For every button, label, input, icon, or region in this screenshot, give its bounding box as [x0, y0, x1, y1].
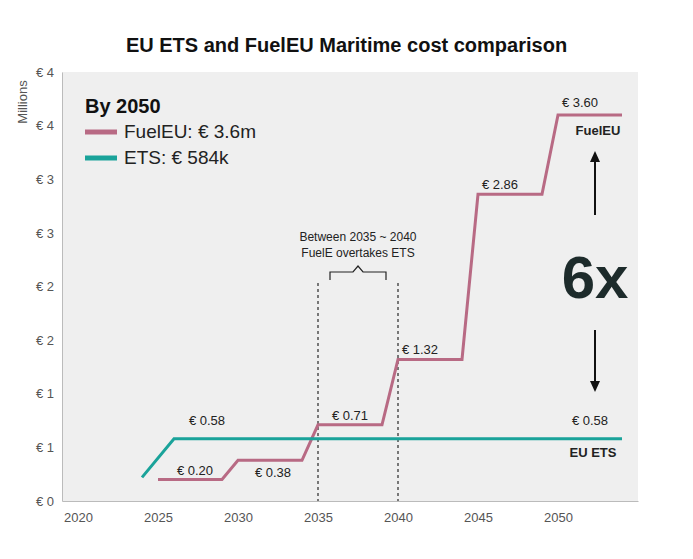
y-axis: € 0 € 1 € 1 € 2 € 2 € 3 € 3 € 4 € 4: [36, 65, 63, 509]
y-tick: € 2: [36, 279, 62, 294]
highlight-label: FuelE overtakes ETS: [301, 246, 414, 260]
highlight: Between 2035 ~ 2040 FuelE overtakes ETS: [299, 230, 416, 501]
arrow-head: [590, 151, 600, 162]
highlight-line: [397, 283, 399, 501]
arrow-shaft: [594, 160, 596, 215]
data-label: € 0.71: [332, 408, 368, 423]
y-tick-label: € 2: [36, 333, 54, 348]
x-tick: 2025: [144, 501, 173, 525]
y-tick: € 4: [36, 118, 62, 133]
x-axis-line: [63, 501, 639, 502]
data-label: € 1.32: [402, 342, 438, 357]
legend-swatch: [85, 156, 117, 161]
plot-area: [142, 115, 622, 480]
arrow-head: [590, 381, 600, 392]
x-tick: 2035: [304, 501, 333, 525]
legend-label: ETS: € 584k: [124, 147, 229, 168]
title: EU ETS and FuelEU Maritime cost comparis…: [126, 34, 567, 56]
y-axis-title: Millions: [15, 80, 30, 124]
x-tick: 2045: [464, 501, 493, 525]
x-tick: 2020: [64, 501, 93, 525]
ratio-label: 6x: [562, 244, 629, 311]
y-tick: € 1: [36, 386, 62, 401]
x-tick-label: 2030: [224, 510, 253, 525]
data-label: € 0.20: [177, 463, 213, 478]
x-tick-label: 2050: [544, 510, 573, 525]
y-tick: € 4: [36, 65, 62, 80]
y-tick: € 3: [36, 226, 62, 241]
data-label: € 0.58: [189, 413, 225, 428]
y-axis-line: [62, 73, 63, 502]
x-tick: 2050: [544, 501, 573, 525]
y-tick-label: € 3: [36, 172, 54, 187]
y-tick: € 2: [36, 333, 62, 348]
x-axis: 2020 2025 2030 2035 2040 2045 2050: [63, 501, 639, 525]
y-tick-label: € 2: [36, 279, 54, 294]
data-labels: € 0.20 € 0.38 € 0.71 € 1.32 € 2.86 € 3.60 € 0.…: [177, 95, 608, 480]
data-label: € 0.38: [255, 465, 291, 480]
plot-background: [62, 72, 638, 501]
highlight-label: Between 2035 ~ 2040: [299, 230, 416, 244]
chart-svg: EU ETS and FuelEU Maritime cost comparis…: [0, 0, 693, 559]
y-tick-label: € 1: [36, 386, 54, 401]
y-tick-label: € 1: [36, 440, 54, 455]
chart-container: EU ETS and FuelEU Maritime cost comparis…: [0, 0, 693, 559]
data-label: € 2.86: [482, 177, 518, 192]
legend-title: By 2050: [85, 95, 161, 117]
x-tick-label: 2040: [384, 510, 413, 525]
y-tick-label: € 4: [36, 65, 54, 80]
data-label: € 0.58: [572, 413, 608, 428]
legend-swatch: [85, 130, 117, 135]
highlight-line: [317, 283, 319, 501]
series-line: [142, 439, 622, 478]
end-label: FuelEU: [576, 123, 621, 138]
x-tick-label: 2045: [464, 510, 493, 525]
legend-label: FuelEU: € 3.6m: [124, 121, 256, 142]
y-tick-label: € 0: [36, 494, 54, 509]
bracket: [330, 266, 386, 280]
x-tick-label: 2025: [144, 510, 173, 525]
x-tick-label: 2020: [64, 510, 93, 525]
y-tick-label: € 3: [36, 226, 54, 241]
y-tick: € 1: [36, 440, 62, 455]
series-line: [158, 115, 622, 480]
legend: By 2050 FuelEU: € 3.6m ETS: € 584k: [85, 95, 256, 168]
y-tick: € 0: [36, 494, 62, 509]
x-tick: 2030: [224, 501, 253, 525]
y-tick-label: € 4: [36, 118, 54, 133]
end-label: EU ETS: [570, 445, 617, 460]
x-tick: 2040: [384, 501, 413, 525]
arrow-shaft: [594, 330, 596, 383]
y-tick: € 3: [36, 172, 62, 187]
ratio-annotation: 6x: [562, 151, 629, 392]
x-tick-label: 2035: [304, 510, 333, 525]
data-label: € 3.60: [562, 95, 598, 110]
